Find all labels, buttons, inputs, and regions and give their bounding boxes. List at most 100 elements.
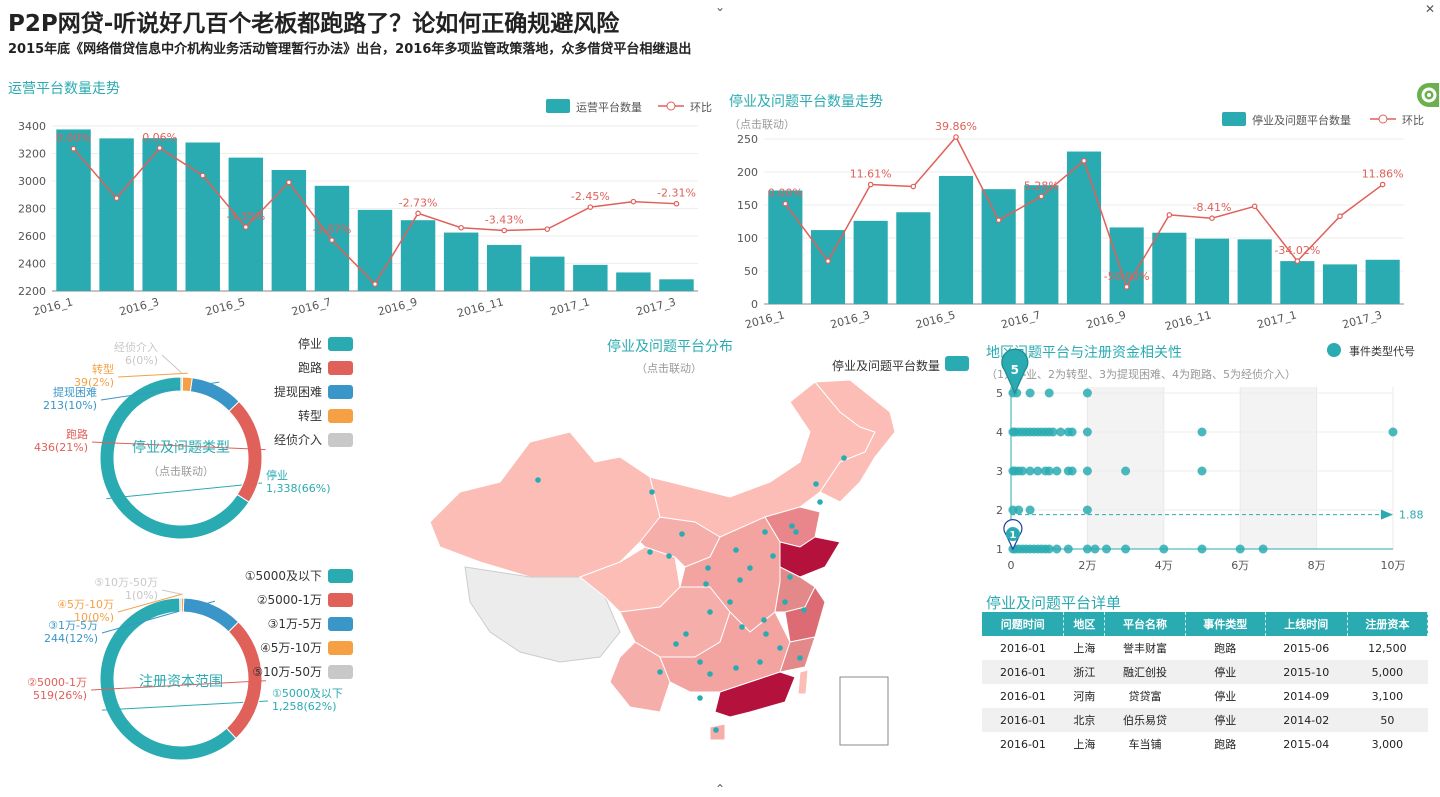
table-row[interactable]: 2016-01 上海 誉丰财富 跑路 2015-06 12,500	[982, 636, 1428, 660]
scatter-chart[interactable]: 0 2万 4万 6万 8万 10万 1 2 3 4 5 1.88 5 1	[980, 345, 1440, 585]
gear-icon[interactable]	[1417, 83, 1439, 107]
table-header-cell[interactable]: 事件类型	[1185, 612, 1266, 636]
scatter-point	[1052, 466, 1062, 476]
legend-line-marker	[1378, 114, 1388, 124]
scatter-point	[1197, 466, 1207, 476]
bar-2017_3	[1365, 259, 1400, 304]
scatter-point	[1388, 427, 1398, 437]
scatter-point	[1025, 466, 1035, 476]
table-row[interactable]: 2016-01 上海 车当铺 跑路 2015-04 3,000	[982, 732, 1428, 756]
city-dot	[697, 659, 703, 665]
scatter-legend-swatch[interactable]	[1327, 343, 1341, 357]
city-dot	[762, 529, 768, 535]
scatter-point	[1067, 466, 1077, 476]
type-donut-chart[interactable]: 停业1,338(66%)停业跑路436(21%)跑路提现困难213(10%)提现…	[0, 335, 380, 550]
table-cell: 停业	[1214, 690, 1237, 703]
mean-label: 1.88	[1399, 509, 1424, 522]
table-header-cell[interactable]: 地区	[1063, 612, 1106, 636]
slice-4	[179, 597, 182, 613]
marker-label: 1	[1009, 530, 1016, 541]
table-header-cell[interactable]: 注册资本	[1347, 612, 1429, 636]
mom-point	[1081, 157, 1087, 164]
table-cell: 跑路	[1214, 642, 1237, 655]
table-cell: 2014-09	[1283, 689, 1330, 703]
type-donut-title: 停业及问题类型	[132, 440, 230, 456]
table-header-cell[interactable]: 上线时间	[1265, 612, 1348, 636]
city-dot	[666, 553, 672, 559]
city-dot	[707, 671, 713, 677]
table-row[interactable]: 2016-01 河南 贷贷富 停业 2014-09 3,100	[982, 684, 1428, 708]
mom-point	[1038, 193, 1045, 200]
table-cell: 北京	[1063, 708, 1105, 732]
map-legend-swatch[interactable]	[945, 356, 969, 371]
scatter-point	[1048, 427, 1058, 437]
capital-donut-chart[interactable]: ①5000及以下1,258(62%)①5000及以下②5000-1万519(26…	[0, 565, 380, 775]
city-dot	[801, 607, 807, 613]
legend-swatch	[328, 593, 353, 607]
operating-chart[interactable]: 2200 2400 2600 2800 3000 3200 3400 0.00% 0.06% -3…	[0, 95, 720, 325]
slice-leader-line	[117, 593, 183, 613]
page-subtitle: 2015年底《网络借贷信息中介机构业务活动管理暂行办法》出台，2016年多项监管…	[8, 42, 692, 57]
mom-point	[910, 183, 917, 190]
problem-chart[interactable]: 0 50 100 150 200 250 0.00% 11.61% 39.86% 5.28% -50…	[720, 105, 1440, 340]
x-tick-label: 10万	[1381, 559, 1406, 572]
close-icon[interactable]: ✕	[1425, 2, 1436, 16]
bar-2016_4	[185, 142, 220, 291]
table-header-row: 问题时间 地区 平台名称 事件类型 上线时间 注册资本	[982, 612, 1429, 636]
map-south-sea-inset	[839, 676, 889, 746]
city-dot	[747, 565, 753, 571]
slice-label: ④5万-10万	[57, 598, 114, 611]
slice-label: 跑路	[66, 427, 88, 441]
bar-2017_1	[1280, 261, 1315, 304]
legend-bar-swatch	[546, 99, 570, 113]
x-tick-label: 2016_7	[1000, 308, 1042, 331]
slice-value: 39(2%)	[74, 376, 114, 389]
legend-label: 跑路	[298, 360, 322, 375]
table-header-cell[interactable]: 问题时间	[982, 612, 1065, 636]
legend-label: 经侦介入	[274, 433, 322, 447]
legend-line-label: 环比	[1402, 114, 1424, 127]
scatter-point	[1052, 544, 1062, 554]
table-row[interactable]: 2016-01 北京 伯乐易贷 停业 2014-02 50	[982, 708, 1428, 732]
map-region-guangdong	[714, 671, 796, 718]
china-map[interactable]	[420, 372, 900, 752]
table-cell: 2015-06	[1283, 641, 1330, 655]
city-dot	[770, 553, 776, 559]
scatter-point	[1159, 544, 1169, 554]
legend-label: ③1万-5万	[268, 617, 322, 631]
scatter-title: 地区问题平台与注册资金相关性	[986, 345, 1182, 361]
scatter-point	[1033, 466, 1043, 476]
city-dot	[787, 574, 793, 580]
mom-point	[458, 224, 464, 231]
mom-point	[372, 281, 378, 287]
scatter-point	[1258, 544, 1268, 554]
scatter-point	[1082, 388, 1092, 398]
chevron-up-icon[interactable]: ⌃	[715, 782, 726, 796]
x-tick-label: 2016_9	[376, 295, 418, 318]
table-cell: 跑路	[1214, 738, 1237, 751]
mom-point	[243, 224, 249, 230]
slice-label: 提现困难	[53, 386, 97, 399]
x-tick-label: 2016_3	[829, 308, 871, 331]
city-dot	[535, 477, 541, 483]
city-dot	[733, 547, 739, 553]
scatter-point	[1067, 427, 1077, 437]
city-dot	[793, 529, 799, 535]
table-header-cell[interactable]: 平台名称	[1104, 612, 1186, 636]
slice-label: 经侦介入	[114, 341, 158, 354]
bar-2016_6	[271, 170, 307, 291]
chevron-down-icon[interactable]: ⌄	[715, 0, 726, 14]
bar-2016_7	[1024, 185, 1059, 304]
table-row[interactable]: 2016-01 浙江 融汇创投 停业 2015-10 5,000	[982, 660, 1428, 684]
city-dot	[683, 631, 689, 637]
scatter-point	[1056, 427, 1066, 437]
bar-2017_2	[1322, 264, 1358, 304]
city-dot	[733, 665, 739, 671]
table-cell: 誉丰财富	[1123, 642, 1167, 655]
slice-value: 436(21%)	[34, 441, 88, 454]
mom-point	[673, 200, 680, 207]
legend-bar-label: 运营平台数量	[576, 100, 642, 114]
city-dot	[673, 641, 679, 647]
scatter-point	[1235, 544, 1245, 554]
slice-leader-line	[101, 700, 269, 711]
